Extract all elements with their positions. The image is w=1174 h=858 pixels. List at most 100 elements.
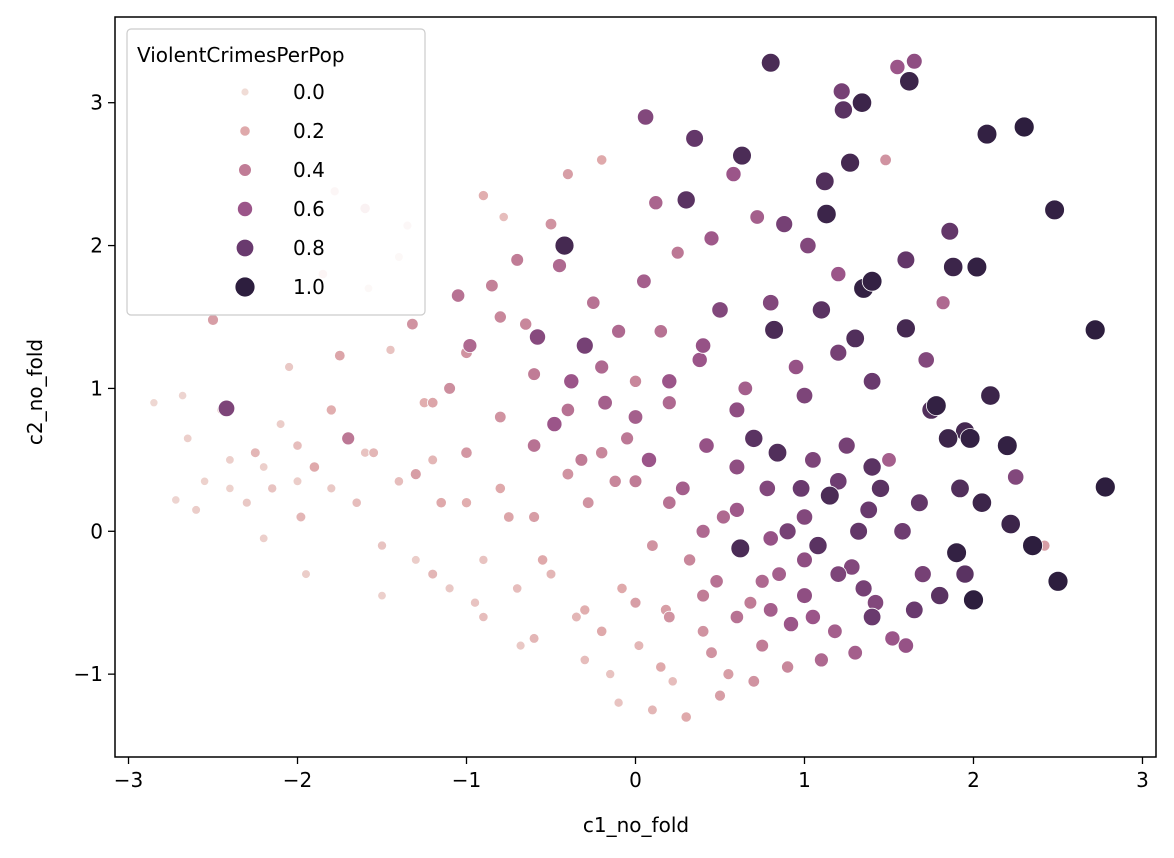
- scatter-point: [955, 564, 975, 584]
- scatter-point: [515, 640, 526, 651]
- scatter-point: [149, 398, 159, 408]
- scatter-point: [178, 390, 188, 401]
- y-tick-label: −1: [74, 662, 103, 686]
- scatter-point: [816, 204, 837, 225]
- y-axis-ticks: −1 0 1 2 3: [74, 91, 115, 686]
- scatter-point: [1000, 513, 1021, 535]
- scatter-point: [1022, 535, 1043, 556]
- scatter-point: [368, 447, 379, 459]
- legend-marker: [238, 163, 252, 177]
- scatter-point: [628, 474, 643, 489]
- scatter-point: [815, 171, 835, 192]
- scatter-point: [554, 235, 575, 256]
- scatter-point: [709, 574, 724, 589]
- legend-marker: [235, 238, 255, 258]
- scatter-point: [292, 476, 303, 487]
- scatter-point: [899, 71, 920, 92]
- scatter-point: [827, 623, 843, 640]
- scatter-point: [528, 633, 540, 644]
- scatter-point: [879, 153, 892, 167]
- scatter-point: [563, 373, 580, 390]
- scatter-point: [295, 511, 307, 523]
- scatter-point: [711, 301, 729, 319]
- scatter-point: [787, 358, 805, 376]
- scatter-point: [760, 52, 781, 73]
- scatter-point: [861, 270, 883, 292]
- scatter-point: [808, 536, 828, 556]
- scatter-point: [171, 495, 181, 505]
- scatter-point: [667, 676, 678, 687]
- x-tick-label: −2: [283, 768, 312, 792]
- scatter-point: [728, 401, 746, 419]
- scatter-point: [478, 554, 489, 565]
- scatter-point: [950, 478, 970, 499]
- scatter-point: [663, 610, 676, 624]
- scatter-point: [662, 495, 677, 510]
- scatter-point: [833, 100, 853, 120]
- scatter-point: [351, 497, 362, 508]
- scatter-point: [326, 483, 337, 494]
- scatter-point: [292, 440, 303, 451]
- scatter-point: [940, 222, 960, 241]
- legend-marker: [236, 200, 253, 217]
- scatter-point: [595, 446, 609, 460]
- scatter-point: [575, 336, 594, 355]
- scatter-point: [696, 625, 710, 638]
- scatter-point: [574, 453, 589, 467]
- legend-label: 1.0: [293, 275, 325, 299]
- scatter-point: [385, 344, 396, 355]
- scatter-point: [747, 675, 761, 688]
- scatter-point: [862, 372, 882, 391]
- scatter-point: [510, 253, 525, 267]
- scatter-point: [946, 542, 967, 563]
- scatter-point: [830, 266, 847, 283]
- scatter-point: [308, 461, 320, 473]
- scatter-point: [976, 123, 998, 145]
- scatter-point: [462, 338, 478, 354]
- scatter-point: [613, 697, 624, 708]
- scatter-point: [716, 509, 731, 525]
- scatter-point: [935, 295, 951, 311]
- scatter-point: [341, 431, 356, 446]
- scatter-point: [963, 589, 984, 611]
- scatter-point: [444, 583, 455, 594]
- scatter-point: [267, 483, 278, 494]
- scatter-point: [783, 616, 800, 633]
- scatter-point: [241, 497, 252, 508]
- x-axis-label: c1_no_fold: [583, 813, 689, 837]
- scatter-point: [755, 638, 769, 653]
- scatter-point: [896, 250, 916, 270]
- scatter-point: [775, 215, 794, 234]
- scatter-point: [571, 611, 582, 623]
- scatter-point: [694, 337, 712, 354]
- scatter-point: [596, 625, 608, 637]
- scatter-point: [207, 313, 219, 326]
- scatter-point: [409, 468, 422, 481]
- scatter-point: [771, 566, 787, 582]
- scatter-point: [937, 428, 959, 449]
- points-layer: [149, 52, 1116, 723]
- scatter-point: [1094, 476, 1116, 498]
- legend-entries: 0.0 0.2 0.4 0.6 0.8 1.0: [234, 80, 325, 299]
- scatter-point: [925, 395, 947, 416]
- scatter-point: [406, 317, 419, 331]
- scatter-point: [435, 497, 447, 509]
- scatter-point: [182, 433, 193, 444]
- scatter-point: [552, 258, 567, 274]
- scatter-point: [730, 538, 751, 559]
- scatter-point: [526, 438, 542, 453]
- scatter-point: [605, 669, 616, 680]
- scatter-point: [703, 230, 720, 247]
- scatter-point: [485, 278, 499, 293]
- scatter-point: [477, 190, 489, 202]
- scatter-point: [377, 590, 387, 601]
- legend: ViolentCrimesPerPop 0.0 0.2 0.4 0.6 0.8 1.0: [126, 28, 426, 316]
- scatter-point: [627, 409, 644, 425]
- x-axis-ticks: −3 −2 −1 0 1 2 3: [114, 757, 1149, 792]
- scatter-point: [629, 596, 642, 609]
- x-tick-label: −1: [452, 768, 481, 792]
- scatter-point: [646, 539, 659, 552]
- scatter-point: [427, 568, 439, 580]
- scatter-point: [705, 646, 718, 659]
- scatter-point: [225, 455, 235, 465]
